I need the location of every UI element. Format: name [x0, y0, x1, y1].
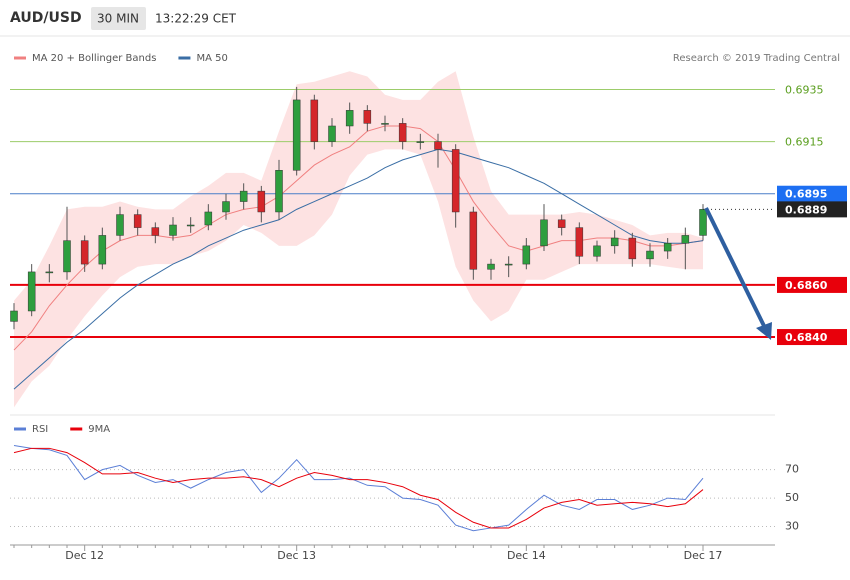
candle-body: [292, 99, 301, 171]
candle-body: [63, 240, 71, 273]
candle-body: [663, 242, 672, 252]
candle-body: [98, 235, 107, 265]
candle-body: [151, 227, 160, 236]
candle-body: [133, 214, 142, 228]
ma20-line: [13, 125, 704, 351]
candle-body: [646, 250, 654, 260]
ma50-line: [13, 148, 704, 390]
level-label: 0.6895: [785, 188, 827, 201]
legend-label: RSI: [32, 424, 48, 435]
candle-body: [469, 211, 478, 270]
candle-body: [628, 237, 637, 260]
rsi-line: [13, 444, 704, 532]
candle-body: [239, 190, 248, 202]
forecast-arrow: [704, 207, 768, 331]
x-tick-label: Dec 17: [684, 549, 723, 562]
candle-body: [345, 110, 354, 127]
level-label-box: [777, 276, 847, 293]
candle-body: [398, 123, 407, 142]
candle-body: [681, 235, 690, 244]
candle-body: [169, 224, 177, 236]
timeframe: 30 MIN: [97, 12, 139, 26]
x-tick-label: Dec 12: [65, 549, 104, 562]
candle-body: [610, 237, 619, 247]
candle-body: [204, 211, 213, 226]
candle-body: [451, 149, 460, 213]
level-label: 0.6915: [785, 136, 824, 149]
candle-body: [27, 271, 36, 312]
candle-body: [699, 209, 707, 236]
last-price-box: [777, 201, 847, 218]
y-tick-label: 50: [785, 491, 799, 504]
candle-body: [80, 240, 89, 265]
legend-label: MA 20 + Bollinger Bands: [32, 53, 156, 64]
candle-body: [275, 170, 283, 213]
legend-label: MA 50: [196, 53, 227, 64]
y-tick-label: 30: [785, 520, 799, 533]
candle-body: [540, 219, 548, 247]
candle-body: [557, 219, 566, 228]
x-tick-label: Dec 14: [507, 549, 546, 562]
copyright: Research © 2019 Trading Central: [673, 53, 840, 64]
candle-body: [416, 141, 425, 143]
candle-body: [504, 263, 513, 266]
symbol: AUD/USD: [10, 10, 82, 26]
candle-body: [363, 110, 372, 124]
candle-body: [328, 125, 336, 142]
candle-body: [45, 271, 54, 274]
level-label-box: [777, 185, 847, 202]
last-price-label: 0.6889: [785, 203, 827, 216]
level-label-box: [777, 329, 847, 346]
candle-body: [522, 245, 531, 265]
level-label: 0.6935: [785, 84, 824, 97]
y-tick-label: 70: [785, 463, 799, 476]
bollinger-band: [14, 71, 703, 408]
level-label: 0.6840: [785, 331, 828, 344]
candle-body: [593, 245, 601, 257]
candle-body: [575, 227, 584, 257]
candle-body: [222, 201, 230, 213]
candle-body: [257, 190, 266, 213]
candle-body: [10, 310, 18, 322]
time: 13:22:29 CET: [155, 12, 237, 26]
timeframe-box: [91, 7, 146, 30]
legend-label: 9MA: [88, 424, 110, 435]
candle-body: [434, 141, 442, 150]
forecast-arrowhead: [756, 322, 772, 340]
candle-body: [310, 99, 319, 142]
candle-body: [116, 214, 124, 236]
x-tick-label: Dec 13: [277, 549, 316, 562]
level-label: 0.6860: [785, 279, 828, 292]
candle-body: [487, 263, 495, 270]
rsi-line: [13, 447, 704, 529]
candle-body: [186, 224, 195, 227]
candle-body: [381, 123, 389, 125]
